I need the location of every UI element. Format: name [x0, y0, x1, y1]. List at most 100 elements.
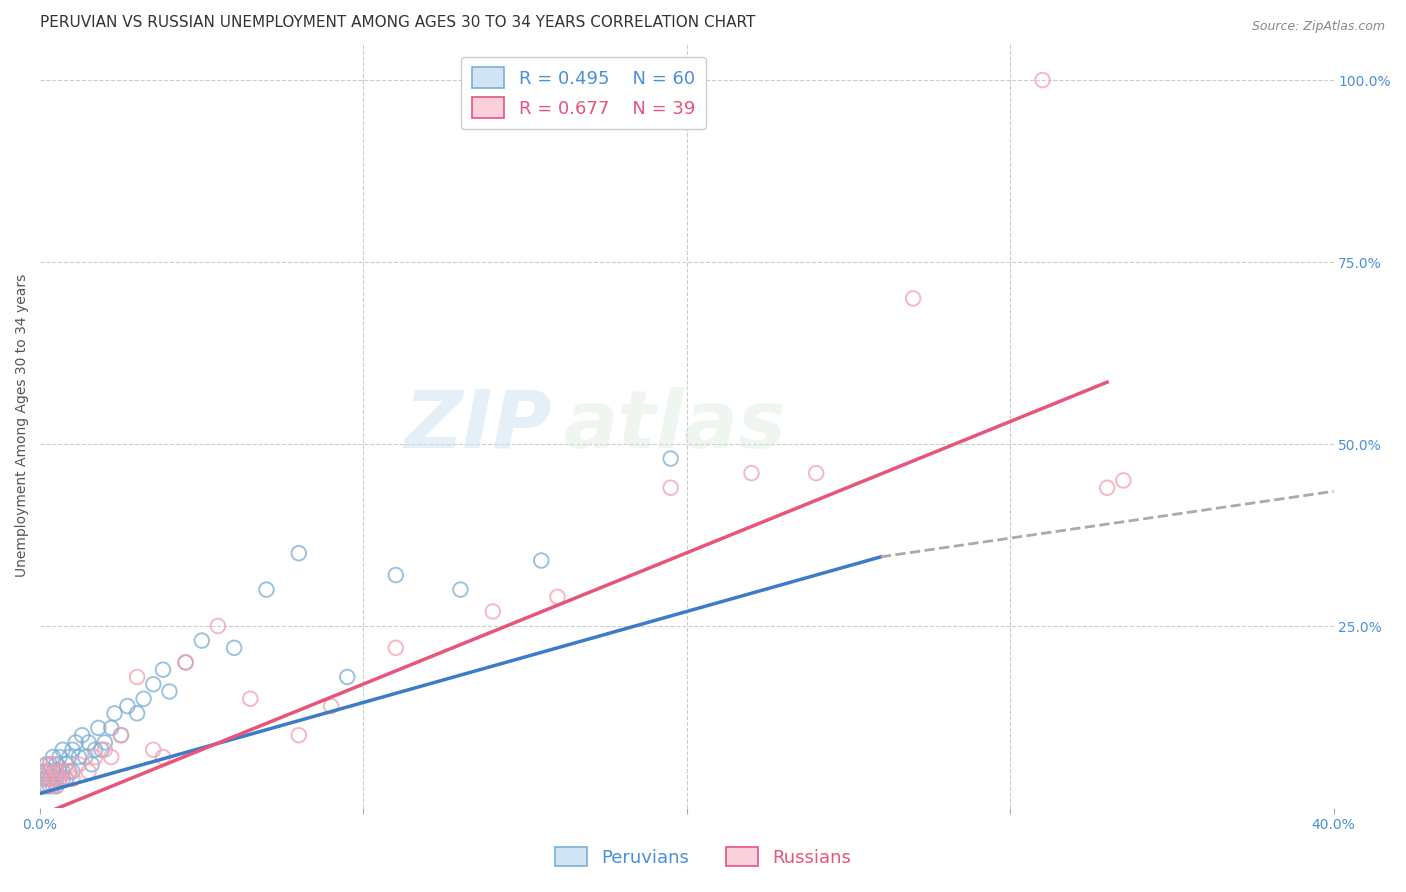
Point — [336, 670, 359, 684]
Point — [65, 735, 87, 749]
Point — [42, 772, 65, 786]
Point — [1112, 474, 1135, 488]
Point — [84, 743, 107, 757]
Point — [288, 728, 311, 742]
Point — [52, 764, 75, 779]
Point — [87, 721, 110, 735]
Point — [45, 764, 67, 779]
Point — [38, 772, 60, 786]
Point — [45, 757, 67, 772]
Point — [288, 546, 311, 560]
Legend: Peruvians, Russians: Peruvians, Russians — [547, 840, 859, 874]
Point — [152, 750, 174, 764]
Point — [62, 764, 84, 779]
Point — [127, 670, 149, 684]
Point — [1031, 73, 1053, 87]
Point — [35, 757, 58, 772]
Text: atlas: atlas — [564, 387, 787, 465]
Point — [94, 735, 117, 749]
Point — [110, 728, 132, 742]
Point — [256, 582, 278, 597]
Point — [55, 772, 77, 786]
Point — [32, 764, 55, 779]
Point — [48, 772, 70, 786]
Point — [35, 757, 58, 772]
Point — [1095, 481, 1118, 495]
Point — [45, 764, 67, 779]
Point — [52, 772, 75, 786]
Point — [38, 764, 60, 779]
Point — [45, 779, 67, 793]
Point — [32, 772, 55, 786]
Point — [42, 764, 65, 779]
Point — [67, 757, 90, 772]
Point — [385, 568, 408, 582]
Point — [207, 619, 229, 633]
Text: Source: ZipAtlas.com: Source: ZipAtlas.com — [1251, 20, 1385, 33]
Point — [546, 590, 568, 604]
Point — [80, 757, 103, 772]
Point — [94, 743, 117, 757]
Point — [239, 691, 262, 706]
Point — [127, 706, 149, 721]
Point — [42, 779, 65, 793]
Point — [35, 779, 58, 793]
Point — [42, 750, 65, 764]
Point — [58, 764, 80, 779]
Point — [77, 764, 100, 779]
Point — [530, 553, 553, 567]
Point — [77, 735, 100, 749]
Point — [35, 764, 58, 779]
Text: ZIP: ZIP — [404, 387, 551, 465]
Point — [103, 706, 125, 721]
Legend: R = 0.495    N = 60, R = 0.677    N = 39: R = 0.495 N = 60, R = 0.677 N = 39 — [461, 56, 706, 129]
Point — [90, 743, 112, 757]
Point — [38, 779, 60, 793]
Point — [321, 699, 343, 714]
Point — [142, 677, 165, 691]
Point — [659, 481, 682, 495]
Point — [62, 772, 84, 786]
Point — [75, 750, 97, 764]
Point — [45, 772, 67, 786]
Point — [659, 451, 682, 466]
Point — [52, 764, 75, 779]
Point — [48, 772, 70, 786]
Point — [35, 772, 58, 786]
Point — [58, 750, 80, 764]
Point — [100, 750, 122, 764]
Point — [450, 582, 472, 597]
Point — [55, 772, 77, 786]
Point — [481, 604, 503, 618]
Point — [70, 728, 93, 742]
Point — [142, 743, 165, 757]
Point — [224, 640, 246, 655]
Point — [804, 466, 827, 480]
Point — [117, 699, 139, 714]
Point — [159, 684, 181, 698]
Point — [84, 750, 107, 764]
Point — [901, 292, 924, 306]
Point — [48, 764, 70, 779]
Point — [42, 757, 65, 772]
Point — [32, 779, 55, 793]
Point — [110, 728, 132, 742]
Point — [62, 743, 84, 757]
Point — [740, 466, 762, 480]
Point — [38, 764, 60, 779]
Point — [58, 764, 80, 779]
Point — [67, 750, 90, 764]
Point — [55, 757, 77, 772]
Point — [45, 779, 67, 793]
Point — [32, 779, 55, 793]
Point — [35, 772, 58, 786]
Point — [152, 663, 174, 677]
Point — [38, 757, 60, 772]
Point — [385, 640, 408, 655]
Point — [191, 633, 214, 648]
Point — [174, 656, 197, 670]
Point — [48, 750, 70, 764]
Point — [132, 691, 155, 706]
Text: PERUVIAN VS RUSSIAN UNEMPLOYMENT AMONG AGES 30 TO 34 YEARS CORRELATION CHART: PERUVIAN VS RUSSIAN UNEMPLOYMENT AMONG A… — [41, 15, 755, 30]
Point — [100, 721, 122, 735]
